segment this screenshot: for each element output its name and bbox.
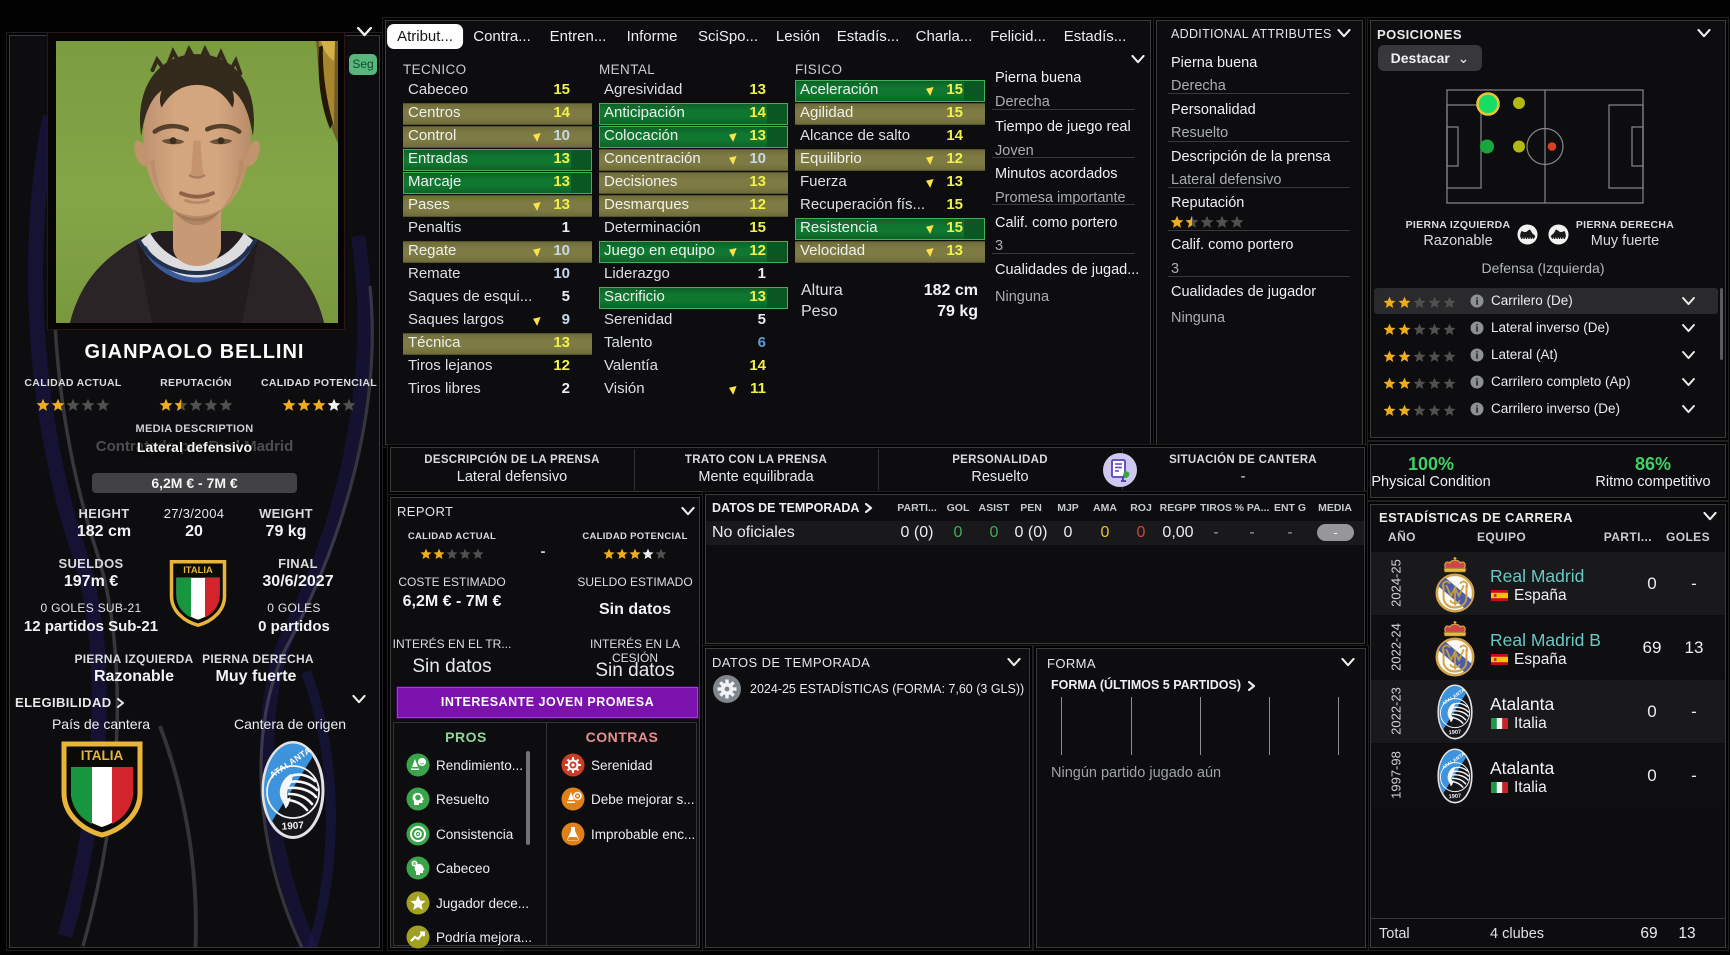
svg-text:1907: 1907 [1449,729,1462,736]
svg-text:i: i [1476,324,1479,335]
svg-text:ITALIA: ITALIA [81,748,124,763]
svg-text:i: i [1476,405,1479,416]
svg-text:1907: 1907 [281,820,304,833]
svg-text:ITALIA: ITALIA [183,564,213,575]
svg-text:i: i [1476,351,1479,362]
svg-text:i: i [1476,378,1479,389]
svg-text:1907: 1907 [1449,793,1462,800]
svg-text:i: i [1476,297,1479,308]
